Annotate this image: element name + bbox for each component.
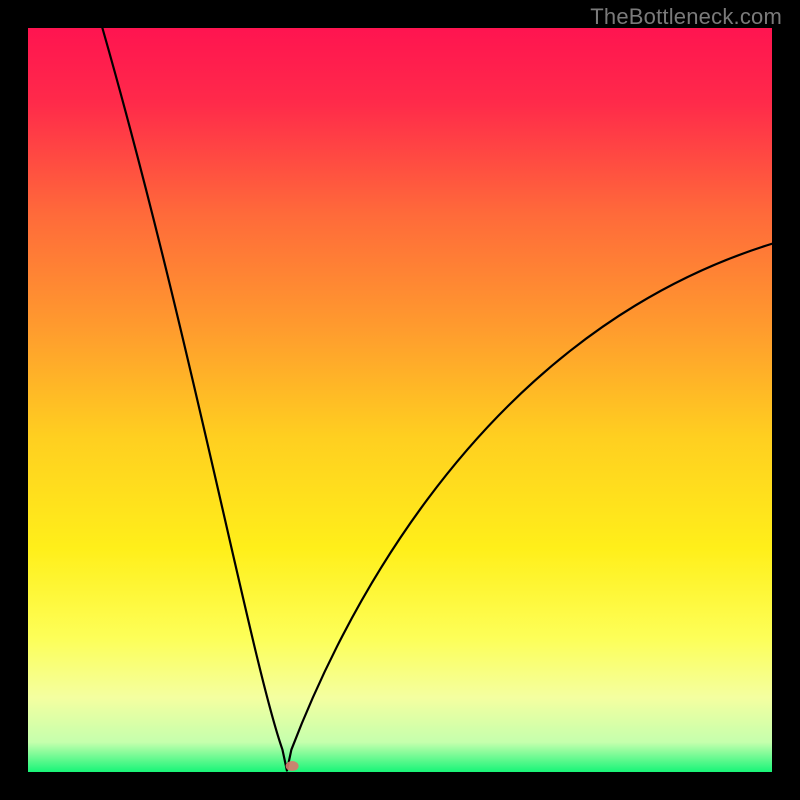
chart-frame: TheBottleneck.com (0, 0, 800, 800)
plot-background (28, 28, 772, 772)
vertex-marker (286, 761, 299, 771)
bottleneck-chart (0, 0, 800, 800)
